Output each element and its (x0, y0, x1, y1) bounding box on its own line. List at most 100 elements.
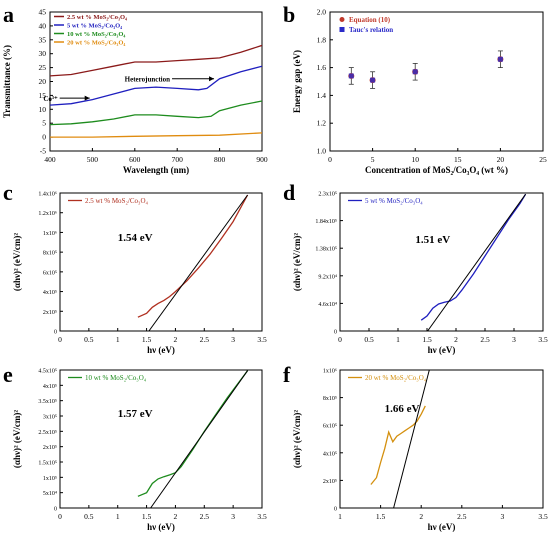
x-axis-label: hν (eV) (428, 345, 456, 355)
y-tick-label: 4.6x10⁴ (318, 302, 337, 308)
y-axis-label: (αhν)² (eV/cm)² (292, 410, 302, 468)
y-tick-label: 1x10⁶ (43, 231, 57, 237)
panel-e: e 0 0.5 1 1.5 2 2.5 3 3.5 0 5x10⁴ 1x10⁵ 1.5x10⁵ 2x10⁵… (3, 362, 267, 532)
series-line (137, 194, 249, 318)
y-tick-label: 9.2x10⁴ (318, 274, 337, 280)
x-tick-label: 3 (231, 335, 235, 344)
x-tick-label: 3.5 (538, 335, 548, 344)
y-tick-label: 25 (39, 63, 47, 72)
band-gap-label: 1.54 eV (118, 232, 153, 244)
y-tick-label: 4.5x10⁵ (38, 369, 57, 375)
y-tick-label: 8x10⁵ (323, 396, 337, 402)
legend-label: 10 wt % MoS₂/Co₃O₄ (85, 374, 147, 382)
x-tick-label: 3.5 (257, 512, 267, 521)
x-tick-label: 0.5 (84, 335, 94, 344)
panel-letter: c (3, 180, 13, 205)
x-tick-label: 2.5 (200, 512, 210, 521)
y-tick-label: 1.8 (317, 35, 327, 44)
x-tick-label: 800 (214, 155, 226, 164)
y-tick-label: 2x10⁵ (323, 479, 337, 485)
legend-label: Equation (10) (349, 16, 391, 24)
x-tick-label: 500 (87, 155, 99, 164)
y-tick-label: 6x10⁵ (323, 424, 337, 430)
plot-frame (339, 369, 544, 509)
x-tick-label: 0.5 (84, 512, 94, 521)
x-tick-label: 3.5 (538, 512, 548, 521)
plot-frame (59, 192, 263, 332)
x-tick-label: 5 (371, 155, 375, 164)
x-tick-label: 2 (454, 335, 458, 344)
x-tick-label: 15 (454, 155, 462, 164)
x-tick-label: 1 (116, 512, 120, 521)
point-tauc (412, 69, 418, 75)
y-tick-label: 1.4x10⁶ (38, 192, 57, 198)
x-axis-label: Wavelength (nm) (123, 165, 189, 175)
series-line (50, 100, 262, 126)
x-tick-label: 2.5 (200, 335, 210, 344)
annotation-label: Heterojunction (125, 76, 170, 84)
plot-area (50, 44, 262, 138)
x-tick-label: 1 (396, 335, 400, 344)
legend-label: 5 wt % MoS₂/Co₃O₄ (365, 197, 423, 205)
panel-c: c 0 0.5 1 1.5 2 2.5 3 3.5 0 2x10⁵ 4x10⁵ 6x10⁵ 8x10⁵ 1x… (3, 180, 267, 355)
panel-d: d 0 0.5 1 1.5 2 2.5 3 3.5 0 4.6x10⁴ 9.2x10⁴ 1.38x10⁵… (283, 180, 548, 355)
plot-area (420, 193, 527, 331)
y-tick-label: 1.2 (317, 119, 327, 128)
y-tick-label: 0 (42, 133, 46, 142)
x-tick-label: 400 (44, 155, 56, 164)
x-tick-label: 1.5 (142, 512, 152, 521)
series-line (420, 193, 527, 321)
x-tick-label: 2.5 (480, 335, 490, 344)
y-axis-label: (αhν)² (eV/cm)² (12, 410, 22, 468)
y-tick-label: 2.5x10⁵ (38, 430, 57, 436)
tangent-line (148, 194, 249, 331)
y-tick-label: 0 (334, 330, 337, 336)
y-tick-label: 20 (39, 77, 47, 86)
band-gap-label: 1.51 eV (415, 234, 450, 246)
y-tick-label: 35 (39, 35, 47, 44)
x-tick-label: 600 (129, 155, 141, 164)
y-tick-label: 1.6 (317, 63, 327, 72)
annotation-arrowhead (84, 95, 90, 101)
band-gap-label: 1.57 eV (118, 408, 153, 420)
y-tick-label: 4x10⁵ (43, 290, 57, 296)
plot-area (348, 50, 504, 89)
y-tick-label: 2x10⁵ (43, 310, 57, 316)
y-tick-label: 2.0 (317, 8, 327, 17)
y-tick-label: 0 (334, 507, 337, 513)
x-tick-label: 0 (338, 335, 342, 344)
y-tick-label: 4x10⁵ (323, 451, 337, 457)
plot-frame (339, 192, 544, 332)
series-line (50, 44, 262, 77)
y-tick-label: 3x10⁵ (43, 415, 57, 421)
y-tick-label: 4x10⁵ (43, 384, 57, 390)
panel-letter: e (3, 362, 13, 387)
legend-label: 5 wt % MoS₂/Co₃O₄ (67, 23, 122, 30)
y-tick-label: 40 (39, 21, 47, 30)
point-tauc (370, 77, 376, 83)
legend-label: 10 wt % MoS₂/Co₃O₄ (67, 31, 125, 38)
x-tick-label: 3 (501, 512, 505, 521)
y-tick-label: 0 (54, 330, 57, 336)
y-tick-label: 30 (39, 49, 47, 58)
plot-frame (59, 369, 263, 509)
x-tick-label: 0 (328, 155, 332, 164)
x-tick-label: 1.5 (142, 335, 152, 344)
y-tick-label: 1x10⁵ (43, 476, 57, 482)
y-axis-label: Energy gap (eV) (292, 50, 302, 113)
x-tick-label: 900 (256, 155, 268, 164)
x-tick-label: 1.5 (376, 512, 386, 521)
x-tick-label: 3.5 (257, 335, 267, 344)
y-tick-label: 1.4 (317, 91, 327, 100)
y-tick-label: 5 (42, 119, 46, 128)
panel-f: f 1 1.5 2 2.5 3 3.5 0 2x10⁵ 4x10⁵ 6x10⁵ 8x10⁵ 1x10⁶ h… (283, 362, 548, 532)
y-axis-label: (αhν)² (eV/cm)² (12, 233, 22, 291)
x-tick-label: 0 (58, 335, 62, 344)
x-tick-label: 3 (231, 512, 235, 521)
series-line (137, 370, 249, 497)
x-axis-label: Concentration of MoS₂/Co₃O₄ (wt %) (365, 165, 508, 175)
x-tick-label: 1 (338, 512, 342, 521)
legend-marker (339, 17, 345, 22)
x-tick-label: 1 (116, 335, 120, 344)
